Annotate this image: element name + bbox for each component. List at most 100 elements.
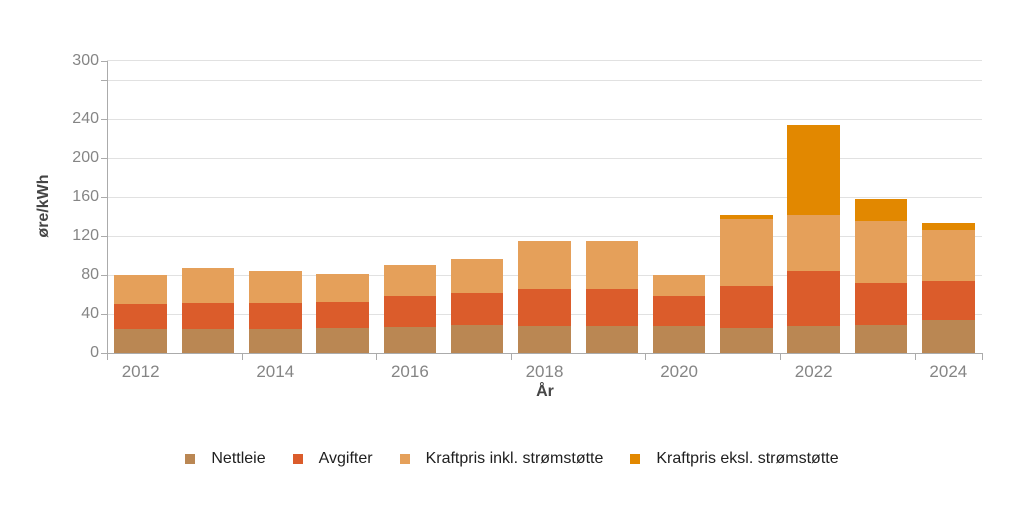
bar-segment-2015-kraftpris-inkl-str-mst-tte	[316, 274, 369, 303]
x-tick-boundary-6	[510, 354, 512, 360]
x-tick-boundary-8	[645, 354, 647, 360]
x-tick-boundary-4	[376, 354, 378, 360]
bar-segment-2017-avgifter	[450, 292, 504, 325]
x-tick-label-2012: 2012	[121, 362, 160, 381]
bar-segment-2018-avgifter	[518, 288, 571, 326]
legend-item-kraftpris-eksl-stromstotte[interactable]: Kraftpris eksl. strømstøtte	[630, 450, 839, 468]
bar-segment-2018-kraftpris-inkl-str-mst-tte	[518, 240, 571, 289]
bar-segment-2019-kraftpris-inkl-str-mst-tte	[585, 240, 639, 289]
legend-swatch-kraftpris-eksl-stromstotte	[630, 454, 641, 464]
legend-label-kraftpris-eksl-stromstotte: Kraftpris eksl. strømstøtte	[656, 450, 839, 467]
x-axis-title: År	[536, 383, 554, 400]
y-tick-label-120: 120	[72, 227, 99, 244]
bar-segment-2015-avgifter	[316, 302, 369, 328]
y-tick-280	[101, 80, 107, 81]
x-tick-boundary-0	[107, 354, 108, 360]
bar-segment-2012-avgifter	[114, 304, 167, 329]
gridline-240	[107, 118, 982, 120]
y-tick-label-80: 80	[81, 266, 99, 283]
x-tick-label-2018: 2018	[525, 362, 564, 381]
bar-segment-2023-nettleie	[854, 324, 908, 353]
bar-segment-2019-nettleie	[585, 325, 639, 353]
bar-segment-2024-kraftpris-inkl-str-mst-tte	[922, 230, 975, 281]
bar-segment-2020-nettleie	[652, 325, 706, 353]
bar-segment-2021-kraftpris-eksl-str-mst-tte	[720, 214, 773, 220]
bar-segment-2023-kraftpris-inkl-str-mst-tte	[854, 221, 908, 283]
bar-segment-2018-nettleie	[518, 325, 571, 353]
x-tick-boundary-10	[780, 354, 782, 360]
y-tick-80	[101, 275, 107, 276]
x-tick-boundary-2	[241, 354, 243, 360]
bar-segment-2024-kraftpris-eksl-str-mst-tte	[922, 223, 975, 231]
x-tick-label-2022: 2022	[794, 362, 833, 381]
bar-segment-2019-avgifter	[585, 288, 639, 326]
x-axis-line	[107, 353, 983, 354]
bar-segment-2013-kraftpris-inkl-str-mst-tte	[181, 268, 235, 304]
y-tick-label-0: 0	[90, 344, 99, 361]
gridline-300	[107, 60, 982, 61]
bar-segment-2017-nettleie	[450, 324, 504, 353]
legend-swatch-nettleie	[185, 454, 196, 464]
y-tick-0	[101, 353, 107, 354]
bar-segment-2016-nettleie	[383, 326, 437, 353]
y-tick-label-40: 40	[81, 305, 99, 322]
y-tick-160	[101, 197, 107, 198]
bar-segment-2013-avgifter	[181, 303, 235, 329]
bar-segment-2012-nettleie	[114, 328, 167, 353]
x-tick-label-2020: 2020	[660, 362, 699, 381]
bar-segment-2022-kraftpris-eksl-str-mst-tte	[787, 124, 840, 215]
legend-item-nettleie[interactable]: Nettleie	[185, 450, 266, 468]
bar-segment-2023-avgifter	[854, 282, 908, 325]
bar-segment-2016-kraftpris-inkl-str-mst-tte	[383, 265, 437, 297]
bar-segment-2021-nettleie	[720, 327, 773, 353]
legend-swatch-kraftpris-inkl-stromstotte	[399, 454, 410, 464]
bar-segment-2014-kraftpris-inkl-str-mst-tte	[249, 271, 302, 304]
legend-swatch-avgifter	[292, 454, 303, 464]
y-tick-300	[101, 60, 107, 62]
legend-item-avgifter[interactable]: Avgifter	[292, 450, 373, 468]
y-tick-label-300: 300	[72, 51, 99, 69]
x-tick-boundary-12	[914, 354, 916, 360]
y-tick-240	[101, 119, 107, 120]
y-axis-line	[107, 60, 108, 354]
x-tick-boundary-13	[982, 354, 983, 360]
bar-segment-2021-avgifter	[720, 285, 773, 328]
bar-segment-2012-kraftpris-inkl-str-mst-tte	[114, 275, 167, 305]
bar-segment-2022-nettleie	[787, 325, 840, 353]
x-tick-label-2014: 2014	[256, 362, 295, 381]
bar-segment-2017-kraftpris-inkl-str-mst-tte	[450, 259, 504, 293]
y-tick-label-200: 200	[72, 149, 99, 166]
y-tick-200	[101, 158, 107, 159]
gridline-280	[107, 79, 982, 81]
bar-segment-2021-kraftpris-inkl-str-mst-tte	[720, 219, 773, 286]
bar-segment-2013-nettleie	[181, 328, 235, 353]
bar-segment-2023-kraftpris-eksl-str-mst-tte	[854, 198, 908, 222]
x-tick-label-2024: 2024	[929, 362, 968, 381]
bar-segment-2016-avgifter	[383, 296, 437, 327]
legend: Nettleie Avgifter Kraftpris inkl. strøms…	[0, 446, 1024, 472]
bar-segment-2020-kraftpris-inkl-str-mst-tte	[652, 275, 706, 297]
y-tick-label-240: 240	[72, 110, 99, 127]
gridline-200	[107, 157, 982, 159]
bar-segment-2022-avgifter	[787, 271, 840, 326]
bar-segment-2022-kraftpris-inkl-str-mst-tte	[787, 214, 840, 272]
x-tick-label-2016: 2016	[390, 362, 429, 381]
bar-segment-2024-nettleie	[922, 319, 975, 353]
y-tick-120	[101, 236, 107, 237]
y-tick-label-160: 160	[72, 188, 99, 205]
legend-label-nettleie: Nettleie	[211, 450, 266, 467]
legend-item-kraftpris-inkl-stromstotte[interactable]: Kraftpris inkl. strømstøtte	[399, 450, 604, 468]
bar-segment-2024-avgifter	[922, 280, 975, 320]
legend-label-kraftpris-inkl-stromstotte: Kraftpris inkl. strømstøtte	[425, 450, 604, 467]
bar-segment-2020-avgifter	[652, 296, 706, 326]
y-tick-40	[101, 314, 107, 315]
gridline-120	[107, 235, 982, 237]
bar-segment-2015-nettleie	[316, 327, 369, 353]
bar-segment-2014-nettleie	[249, 328, 302, 353]
gridline-160	[107, 196, 982, 198]
bar-segment-2014-avgifter	[249, 303, 302, 329]
legend-label-avgifter: Avgifter	[318, 450, 373, 467]
